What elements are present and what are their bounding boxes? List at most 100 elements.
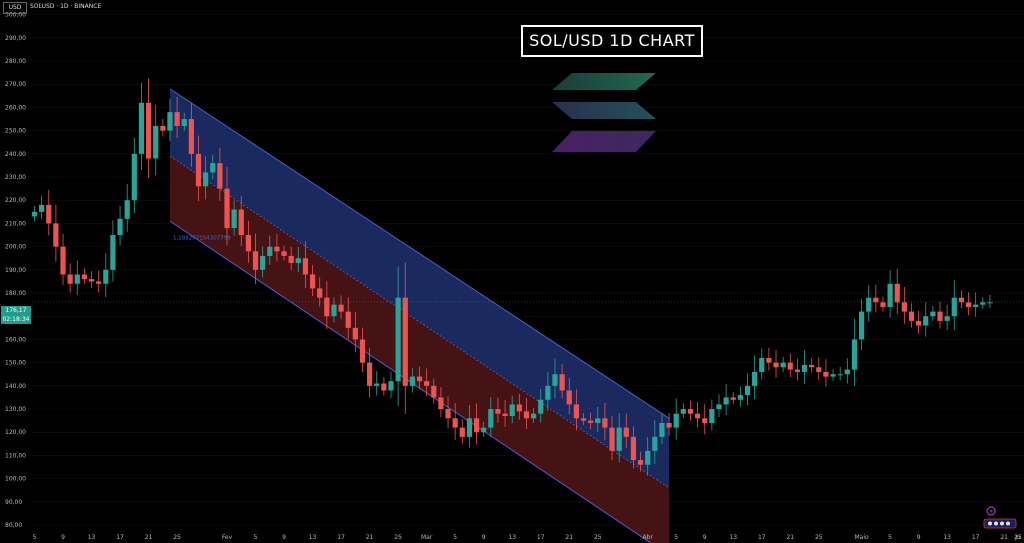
x-tick-label: Maio [854, 534, 869, 541]
y-tick-label: 190,00 [5, 267, 26, 274]
candle-body [352, 327, 358, 340]
candle-body [858, 311, 865, 340]
candle-body [388, 381, 394, 391]
y-tick-label: 260,00 [5, 104, 26, 111]
candle-body [737, 395, 743, 400]
candle-body [160, 126, 166, 131]
candle-body [844, 369, 850, 375]
x-tick-label: 21 [145, 534, 153, 541]
time-axis[interactable]: 5 9 13 17 21 25 Fev 5 9 13 17 21 25 Mar 5 9 13 17 21 25 Abr 5… [33, 534, 1022, 541]
candle-body [131, 153, 137, 201]
candle-body [916, 320, 922, 326]
channel-upper-area [169, 88, 670, 488]
candle-body [39, 204, 45, 212]
candle-body [531, 413, 537, 419]
x-tick-label: 9 [282, 534, 286, 541]
candle-body [495, 409, 501, 414]
candle-body [31, 211, 38, 217]
candle-body [944, 316, 950, 321]
x-tick-label: 13 [88, 534, 96, 541]
candle-body [873, 297, 879, 303]
candle-body [580, 418, 587, 421]
last-price-badge[interactable]: 176,17 02:18:34 [1, 306, 31, 324]
candle-body [908, 311, 915, 321]
candle-body [502, 413, 508, 416]
y-tick-label: 120,00 [5, 429, 26, 436]
candle-body [81, 274, 88, 280]
candle-body [252, 251, 259, 270]
x-tick-label: 21 [786, 534, 794, 541]
y-tick-label: 220,00 [5, 197, 26, 204]
candle-body [53, 223, 59, 247]
candle-body [288, 255, 294, 263]
candle-body [452, 418, 458, 428]
candle-body [630, 436, 637, 461]
y-tick-label: 290,00 [5, 35, 26, 42]
candle-body [602, 418, 608, 428]
candle-body [267, 246, 273, 256]
candle-body [203, 172, 209, 187]
x-tick-label: Mar [421, 534, 433, 541]
candle-body [680, 409, 686, 414]
candle-body [659, 422, 665, 437]
candle-body [958, 297, 964, 303]
candle-body [766, 358, 772, 363]
channel-upper-line [169, 88, 670, 419]
y-tick-label: 100,00 [5, 476, 26, 483]
candle-body [124, 200, 130, 219]
y-tick-label: 250,00 [5, 128, 26, 135]
candle-body [794, 369, 801, 372]
candle-body [637, 460, 644, 465]
candle-body [338, 304, 344, 312]
candle-body [153, 126, 159, 159]
x-tick-label: 21 [565, 534, 573, 541]
alert-icons[interactable] [982, 506, 1020, 532]
x-tick-label: 13 [943, 534, 951, 541]
candle-body [402, 297, 408, 386]
candle-body [488, 409, 494, 428]
candle-body [88, 279, 95, 282]
candle-body [901, 302, 907, 312]
candle-body [210, 163, 216, 173]
candle-body [687, 409, 694, 414]
candle-body [145, 102, 152, 159]
candle-body [281, 251, 287, 256]
candle-body [595, 418, 601, 423]
candle-body [752, 371, 758, 386]
candle-body [559, 374, 565, 391]
y-tick-label: 150,00 [5, 360, 26, 367]
candle-body [302, 258, 309, 275]
y-tick-label: 300,00 [5, 12, 26, 19]
candle-body [866, 297, 872, 312]
y-tick-label: 140,00 [5, 383, 26, 390]
candle-body [466, 418, 473, 437]
candle-body [759, 358, 765, 372]
chart-grid [32, 14, 1024, 526]
candle-body [609, 427, 615, 451]
price-axis[interactable]: 80,00 90,00 100,00 110,00 120,00 130,00 140,00… [5, 12, 26, 529]
candle-body [445, 409, 451, 419]
channel-value-label: 1,188207154307799 [173, 236, 231, 242]
y-tick-label: 90,00 [5, 499, 22, 506]
candle-body [937, 311, 943, 321]
candle-body [424, 381, 430, 386]
candle-body [823, 371, 829, 377]
candle-body [295, 258, 301, 263]
candle-body [409, 376, 415, 386]
candle-body [538, 399, 544, 414]
candle-body [880, 302, 886, 307]
last-price-value: 176,17 [5, 307, 27, 314]
candle-body [851, 339, 858, 370]
candle-body [523, 411, 530, 419]
x-tick-label: 9 [703, 534, 707, 541]
candle-body [245, 235, 251, 252]
candle-body [545, 385, 551, 400]
x-tick-label: 13 [309, 534, 317, 541]
x-tick-label: 25 [594, 534, 602, 541]
candle-body [780, 362, 786, 368]
candle-body [973, 304, 979, 307]
candle-body [787, 362, 793, 370]
candle-body [573, 404, 579, 419]
candle-body [416, 376, 423, 382]
